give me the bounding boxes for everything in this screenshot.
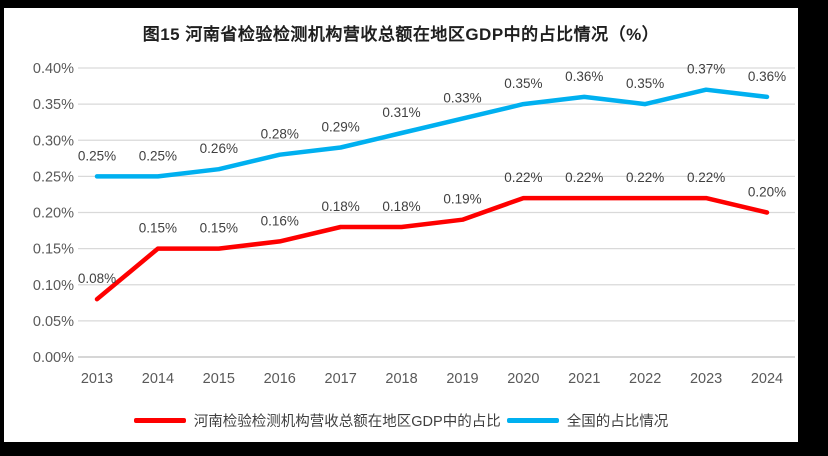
data-label: 0.18%: [321, 199, 359, 214]
data-label: 0.25%: [139, 148, 177, 163]
legend-swatch-national: [506, 418, 559, 423]
legend-item-henan: 河南检验检测机构营收总额在地区GDP中的占比: [133, 410, 501, 431]
x-tick-label: 2019: [446, 371, 478, 387]
data-label: 0.35%: [626, 76, 664, 91]
data-label: 0.15%: [139, 221, 177, 236]
legend-item-national: 全国的占比情况: [506, 410, 669, 431]
data-label: 0.20%: [748, 185, 786, 200]
data-label: 0.26%: [200, 141, 238, 156]
data-label: 0.29%: [321, 119, 359, 134]
data-label: 0.35%: [504, 76, 542, 91]
x-tick-label: 2017: [325, 371, 357, 387]
data-label: 0.22%: [504, 170, 542, 185]
data-label: 0.08%: [78, 271, 116, 286]
data-label: 0.31%: [382, 105, 420, 120]
data-label: 0.36%: [565, 69, 603, 84]
x-tick-label: 2024: [751, 371, 783, 387]
y-tick-label: 0.20%: [33, 206, 74, 222]
data-label: 0.33%: [443, 91, 481, 106]
x-tick-label: 2013: [81, 371, 113, 387]
chart-title: 图15 河南省检验检测机构营收总额在地区GDP中的占比情况（%）: [142, 25, 660, 44]
legend-label-henan: 河南检验检测机构营收总额在地区GDP中的占比: [193, 414, 501, 430]
y-tick-label: 0.25%: [33, 169, 74, 185]
legend-swatch-henan: [133, 418, 186, 423]
data-label: 0.36%: [748, 69, 786, 84]
x-tick-label: 2023: [690, 371, 722, 387]
data-label: 0.22%: [626, 170, 664, 185]
x-tick-label: 2020: [507, 371, 539, 387]
data-label: 0.22%: [687, 170, 725, 185]
data-label: 0.22%: [565, 170, 603, 185]
data-label: 0.25%: [78, 148, 116, 163]
line-chart: 0.00% 0.05% 0.10% 0.15% 0.20% 0.25% 0.30% 0.35%…: [33, 61, 795, 387]
data-label: 0.15%: [200, 221, 238, 236]
x-tick-label: 2015: [203, 371, 235, 387]
x-tick-label: 2016: [264, 371, 296, 387]
y-tick-label: 0.40%: [33, 61, 74, 77]
y-tick-label: 0.30%: [33, 133, 74, 149]
chart-legend: 河南检验检测机构营收总额在地区GDP中的占比 全国的占比情况: [4, 410, 798, 431]
data-label: 0.19%: [443, 192, 481, 207]
data-label: 0.28%: [261, 127, 299, 142]
x-tick-label: 2014: [142, 371, 174, 387]
data-label: 0.18%: [382, 199, 420, 214]
series-line: [94, 87, 770, 179]
data-label: 0.16%: [261, 213, 299, 228]
x-tick-label: 2022: [629, 371, 661, 387]
y-tick-label: 0.05%: [33, 314, 74, 330]
y-tick-label: 0.10%: [33, 278, 74, 294]
y-tick-label: 0.35%: [33, 97, 74, 113]
chart-frame: 图15 河南省检验检测机构营收总额在地区GDP中的占比情况（%） 0.00% 0.…: [4, 8, 798, 442]
data-label: 0.37%: [687, 62, 725, 77]
x-tick-label: 2021: [568, 371, 600, 387]
y-tick-label: 0.15%: [33, 242, 74, 258]
legend-label-national: 全国的占比情况: [566, 414, 669, 430]
x-tick-label: 2018: [385, 371, 417, 387]
y-tick-label: 0.00%: [33, 350, 74, 366]
series-line: [94, 195, 770, 302]
